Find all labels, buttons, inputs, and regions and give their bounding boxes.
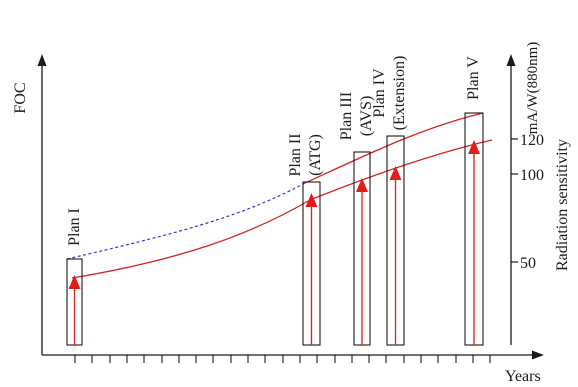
- plan-1-label: Plan I: [66, 208, 83, 246]
- y-axis-left-arrowhead-icon: [37, 54, 47, 66]
- right-tick-label-100: 100: [520, 167, 544, 184]
- plan-3-sublabel: (AVS): [358, 96, 375, 137]
- plan-3: Plan III (AVS): [338, 92, 375, 346]
- x-axis-label: Years: [505, 368, 541, 385]
- plan-5-label: Plan V: [465, 56, 482, 100]
- plan-1-up-arrow-icon: [68, 275, 81, 289]
- plan-4-up-arrow-icon: [389, 166, 402, 180]
- plan-3-up-arrow-icon: [356, 178, 368, 192]
- x-axis-ticks: [74, 355, 491, 363]
- plan-5-up-arrow-icon: [468, 140, 480, 154]
- plan-2-up-arrow-icon: [305, 193, 318, 207]
- plan-4-label: Plan IV: [371, 68, 388, 118]
- right-axis-unit: mA/W(880nm): [525, 42, 541, 134]
- plan-4-sublabel: (Extension): [391, 56, 408, 131]
- x-axis-arrowhead-icon: [532, 350, 544, 360]
- plan-2: Plan II (ATG): [287, 133, 324, 346]
- right-tick-label-120: 120: [520, 132, 544, 149]
- plan-1: Plan I: [66, 208, 83, 346]
- plan-3-label: Plan III: [338, 92, 355, 140]
- upper-curve: [304, 112, 484, 184]
- dashed-curve: [66, 182, 306, 260]
- right-axis-ticks: [511, 138, 518, 263]
- plan-5: Plan V: [464, 56, 484, 346]
- plan-4: Plan IV (Extension): [371, 56, 408, 346]
- right-axis-label: Radiation sensitivity: [554, 139, 571, 271]
- plan-2-sublabel: (ATG): [307, 134, 324, 176]
- y-axis-left-label: FOC: [12, 82, 29, 113]
- y-axis-right-arrowhead-icon: [506, 54, 516, 66]
- right-tick-label-50: 50: [520, 255, 536, 272]
- plan-2-label: Plan II: [287, 133, 304, 176]
- lower-curve: [71, 139, 493, 279]
